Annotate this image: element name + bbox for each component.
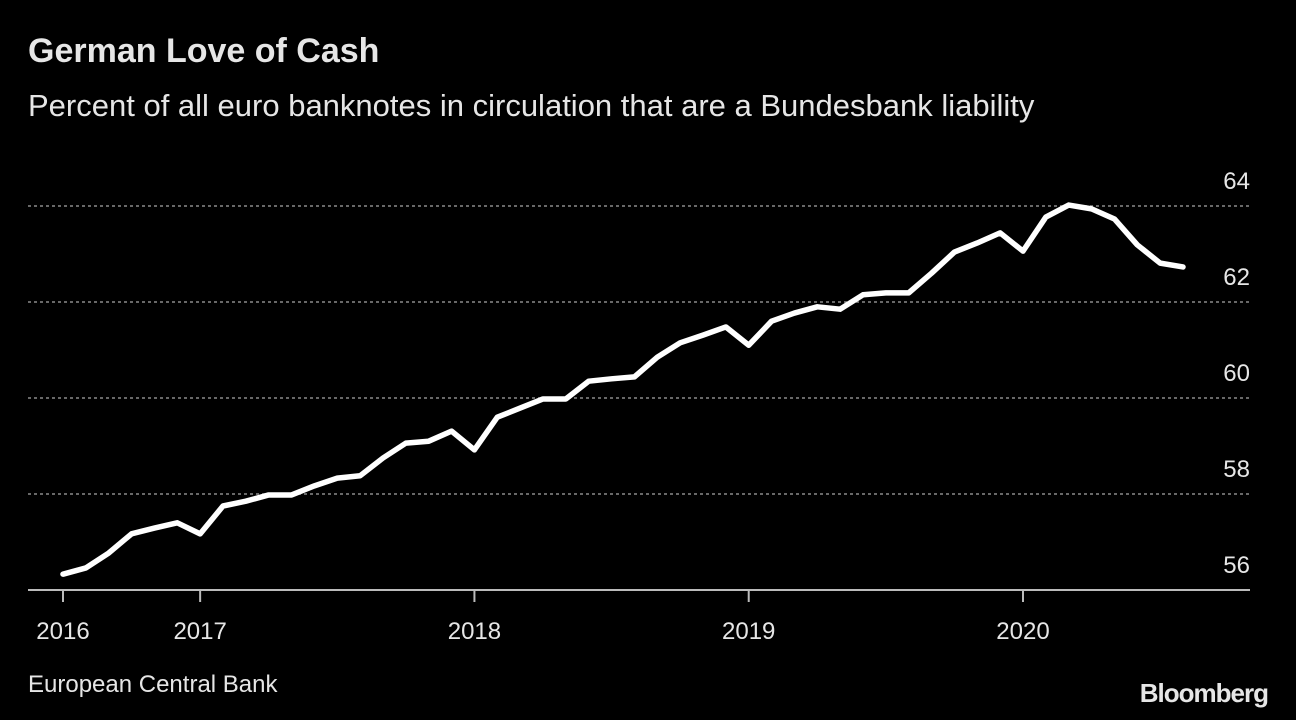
x-tick-label: 2019 — [722, 618, 775, 645]
line-series — [60, 202, 1186, 577]
x-tick-label: 2017 — [173, 618, 226, 645]
y-tick-label: 62 — [1223, 264, 1250, 291]
x-tick-label: 2016 — [36, 618, 89, 645]
x-tick-label: 2018 — [448, 618, 501, 645]
x-tick-label: 2020 — [996, 618, 1049, 645]
y-tick-label: 58 — [1223, 456, 1250, 483]
chart-subtitle: Percent of all euro banknotes in circula… — [28, 88, 1035, 123]
plot — [60, 202, 1186, 577]
brand-logo: Bloomberg — [1140, 678, 1268, 708]
grid: 56 58 60 62 64 2016 2017 2018 2019 2020 — [28, 168, 1250, 645]
y-tick-label: 64 — [1223, 168, 1250, 195]
source: European Central Bank — [28, 671, 278, 698]
y-tick-label: 60 — [1223, 360, 1250, 387]
y-tick-label: 56 — [1223, 552, 1250, 579]
chart-title: German Love of Cash — [28, 32, 379, 70]
